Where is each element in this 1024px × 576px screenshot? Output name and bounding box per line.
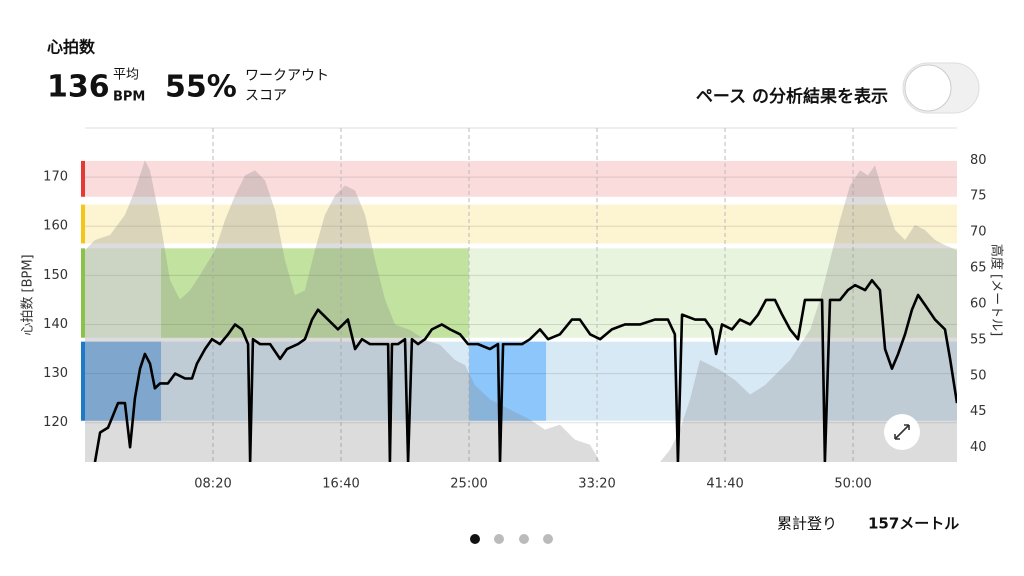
pagination[interactable] [470,534,553,544]
zone-marker [81,204,85,244]
zone-highlight [161,248,470,338]
y-tick-label: 150 [43,268,68,283]
y2-tick-label: 50 [970,368,987,383]
x-tick-label: 25:00 [450,477,487,492]
y2-tick-label: 40 [970,440,987,455]
expand-button[interactable] [884,414,920,450]
y2-tick-label: 45 [970,404,987,419]
y-tick-label: 130 [43,366,68,381]
section-title: 心拍数 [47,38,96,57]
zone-band [85,204,957,244]
y-tick-label: 160 [43,219,68,234]
score-label: ワークアウト [245,68,329,84]
zone-highlight [469,341,547,421]
avg-label: 平均 [113,68,139,83]
plot: 08:20 16:40 25:00 33:20 41:40 50:00 120 130 140 1… [21,127,1005,492]
y2-axis-label: 高度 [メートル] [989,244,1005,336]
avg-unit: BPM [113,90,145,105]
score-value: 55% [165,70,237,105]
y2-tick-label: 75 [970,189,987,204]
elevation-area [85,160,957,462]
avg-value: 136 [47,70,110,105]
y-tick-label: 120 [43,415,68,430]
y-tick-label: 140 [43,317,68,332]
y2-tick-label: 55 [970,332,987,347]
climb-value: 157メートル [868,515,959,533]
zone-band [85,160,957,197]
y2-tick-label: 60 [970,296,987,311]
y-tick-label: 170 [43,170,68,185]
y-axis-label: 心拍数 [BPM] [21,254,36,335]
zone-marker [81,341,85,421]
x-tick-label: 41:40 [706,477,743,492]
y2-tick-label: 65 [970,261,987,276]
zone-marker [81,160,85,197]
x-tick-label: 08:20 [194,477,231,492]
toggle[interactable] [902,62,980,114]
x-tick-label: 16:40 [322,477,359,492]
toggle-label: ペース の分析結果を表示 [696,86,888,107]
zone-highlight [85,341,162,421]
y2-tick-label: 80 [970,153,987,168]
zone-marker [81,248,85,338]
heart-rate-line [93,278,957,462]
score-label: スコア [245,88,287,104]
y2-tick-label: 70 [970,225,987,240]
x-tick-label: 33:20 [578,477,615,492]
x-tick-label: 50:00 [834,477,871,492]
climb-label: 累計登り [777,515,837,533]
